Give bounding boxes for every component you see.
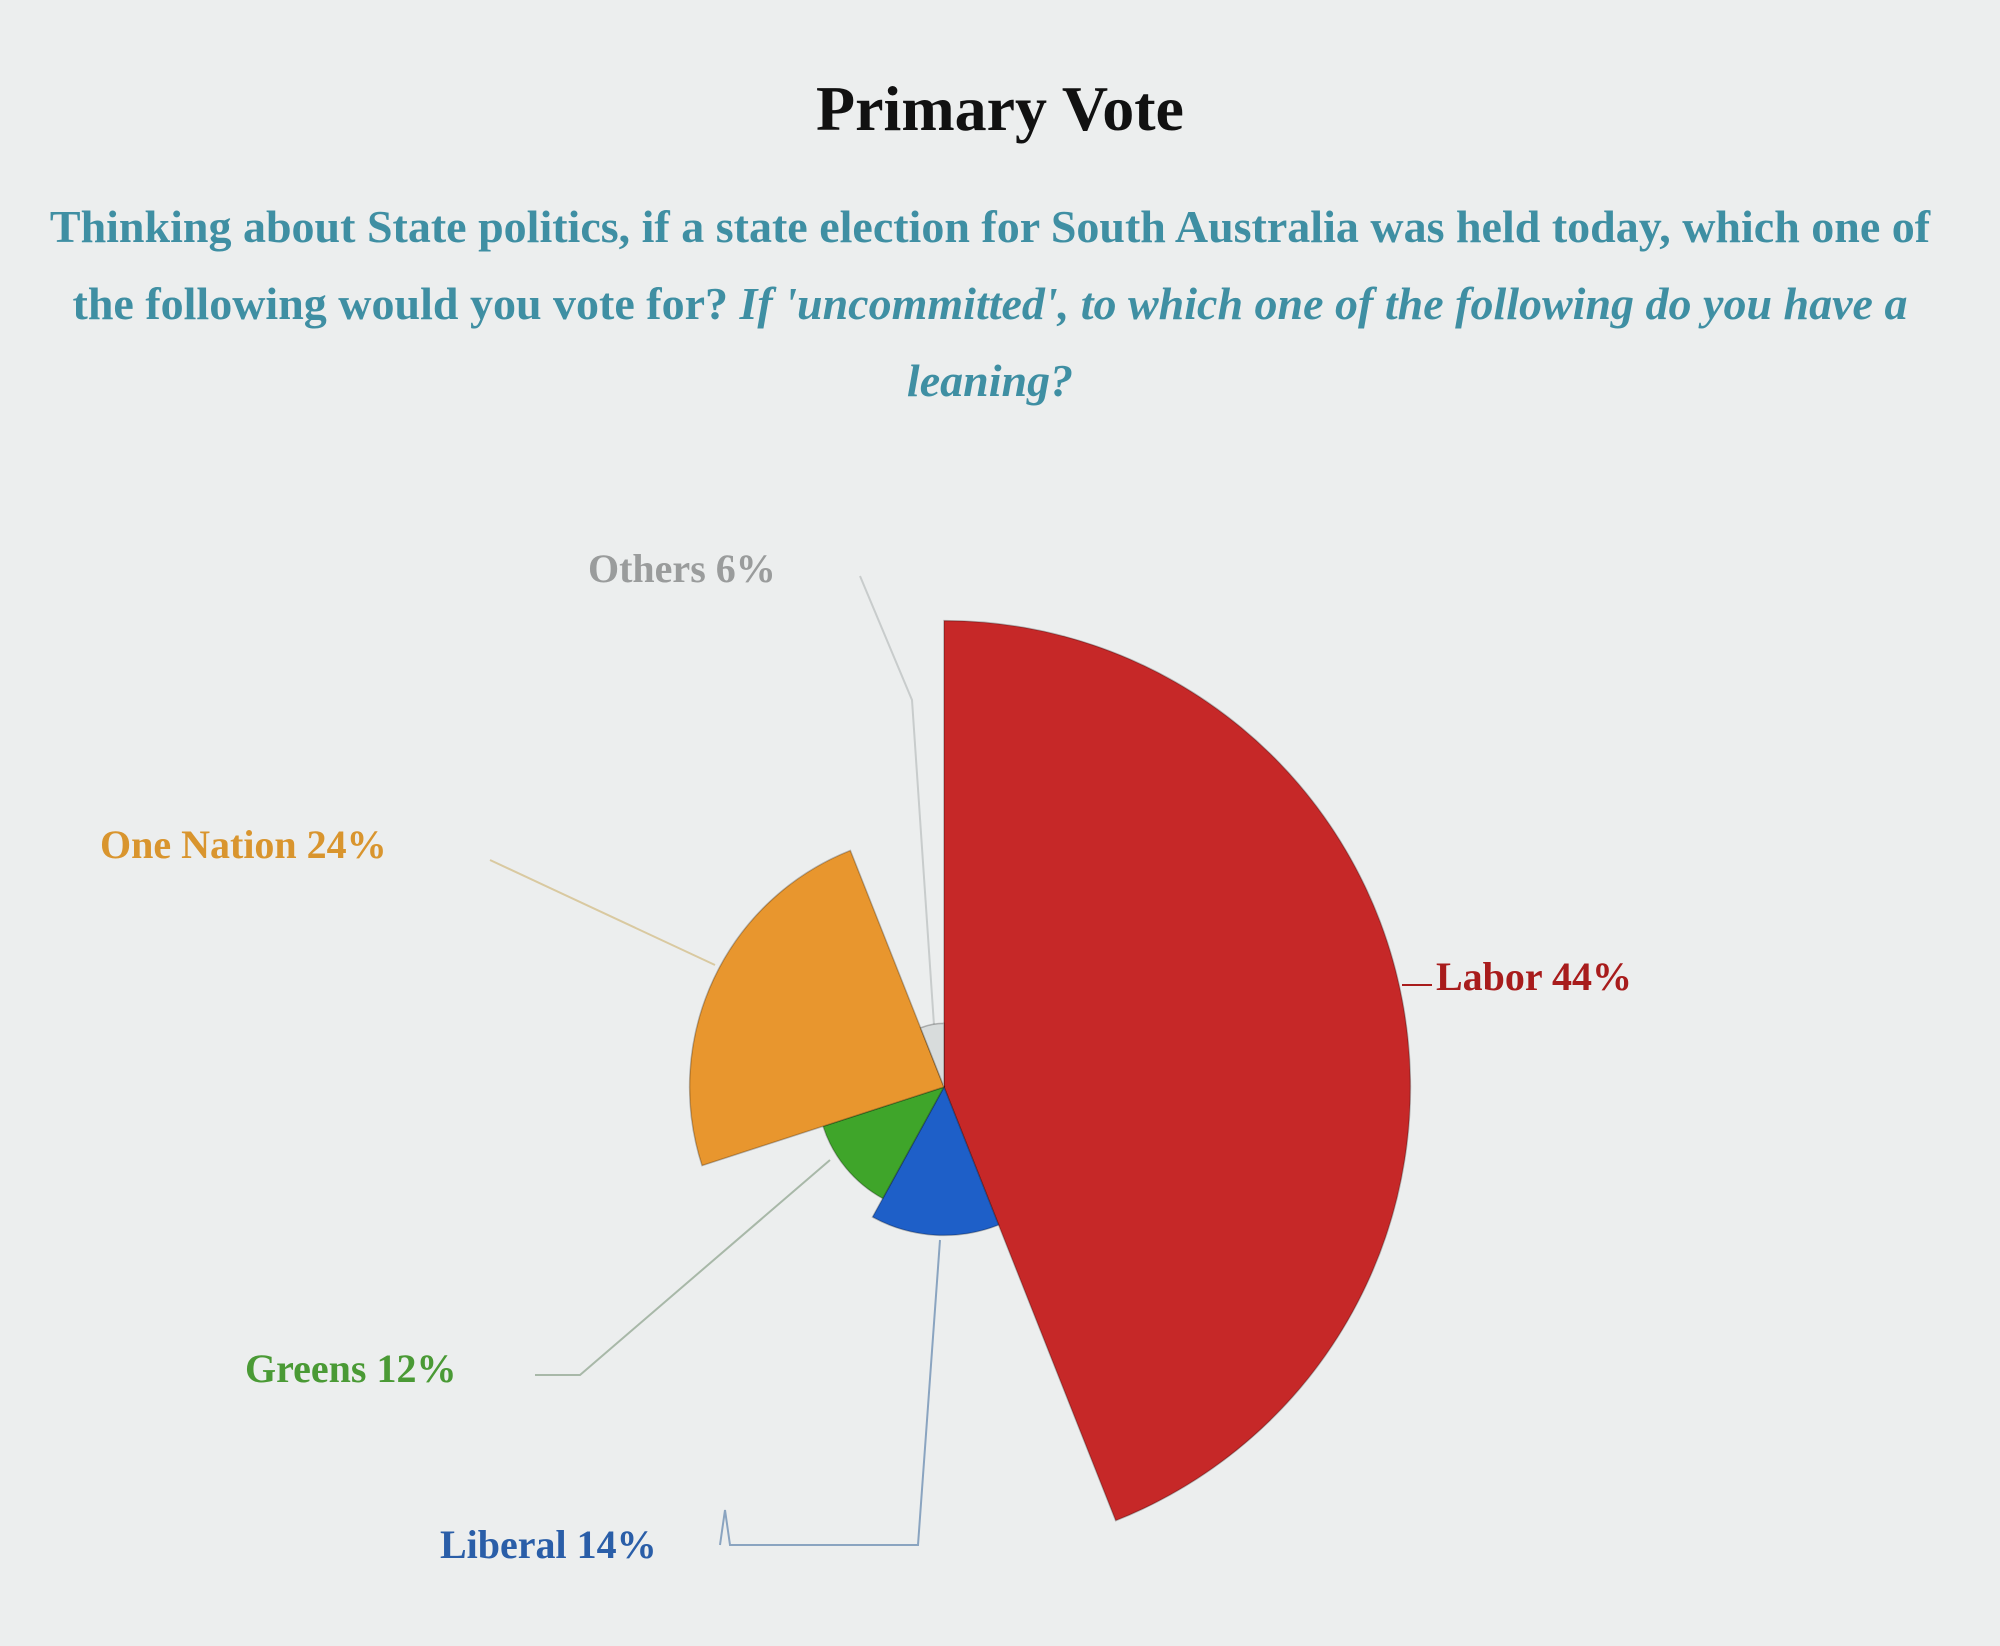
leader-lines	[489, 575, 1432, 1546]
subtitle-leaning: If 'uncommitted', to which one of the fo…	[739, 278, 1908, 406]
leader-line-others	[859, 575, 936, 1041]
label-others: Others 6%	[588, 546, 776, 591]
leader-line-greens	[535, 1159, 831, 1376]
label-liberal: Liberal 14%	[440, 1522, 657, 1567]
label-one-nation: One Nation 24%	[100, 822, 387, 867]
label-labor: Labor 44%	[1436, 954, 1632, 999]
leader-line-one-nation	[489, 859, 716, 966]
subtitle-question: Thinking about State politics, if a stat…	[49, 201, 1931, 329]
chart-title: Primary Vote	[816, 73, 1184, 144]
slice-greens	[822, 1085, 946, 1200]
leader-line-liberal	[719, 1239, 941, 1546]
chart-subtitle: Thinking about State politics, if a stat…	[20, 188, 1960, 419]
slices	[688, 619, 1412, 1522]
slice-liberal	[871, 1085, 1000, 1237]
slice-labor	[943, 619, 1412, 1522]
slice-one-nation	[688, 849, 945, 1167]
label-greens: Greens 12%	[245, 1346, 456, 1391]
slice-others	[919, 1022, 945, 1088]
